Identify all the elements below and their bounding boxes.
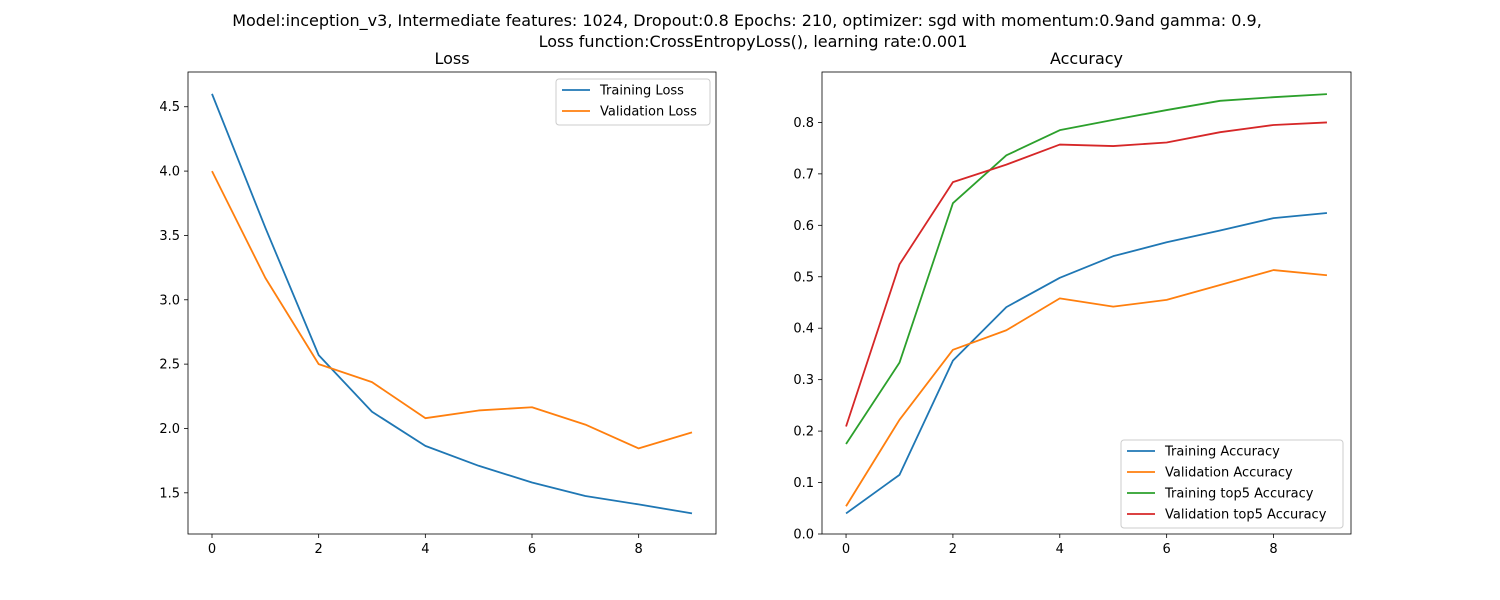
loss-legend: Training Loss Validation Loss: [555, 78, 711, 126]
accuracy-y-tick-label: 0.0: [793, 528, 814, 543]
accuracy-x-tick-label: 4: [1056, 542, 1064, 557]
loss-series-line-1: [211, 170, 693, 450]
accuracy-y-tick-label: 0.3: [793, 373, 814, 388]
loss-y-tick-label: 3.5: [159, 229, 180, 244]
loss-x-tick-label: 8: [635, 542, 643, 557]
loss-y-tick-label: 4.5: [159, 100, 180, 115]
accuracy-legend-label: Training top5 Accuracy: [1164, 487, 1314, 502]
loss-y-tick-label: 1.5: [159, 486, 180, 501]
figure-suptitle-line2: Loss function:CrossEntropyLoss(), learni…: [539, 32, 968, 51]
accuracy-y-tick-label: 0.1: [793, 476, 814, 491]
accuracy-x-tick-label: 8: [1269, 542, 1277, 557]
loss-y-tick-label: 2.5: [159, 358, 180, 373]
loss-y-tick-label: 2.0: [159, 422, 180, 437]
accuracy-y-tick-label: 0.2: [793, 425, 814, 440]
accuracy-series-line-2: [845, 93, 1328, 445]
loss-x-tick-label: 4: [421, 542, 429, 557]
figure-suptitle-line1: Model:inception_v3, Intermediate feature…: [232, 11, 1262, 31]
accuracy-x-tick-label: 6: [1163, 542, 1171, 557]
accuracy-legend-label: Validation Accuracy: [1165, 466, 1293, 481]
loss-legend-box: [555, 78, 711, 126]
accuracy-chart-title: Accuracy: [1050, 49, 1123, 68]
accuracy-axes-frame: [821, 71, 1352, 535]
accuracy-series-line-0: [845, 212, 1328, 515]
loss-legend-label: Validation Loss: [600, 105, 697, 120]
accuracy-x-tick-label: 2: [949, 542, 957, 557]
accuracy-y-tick-label: 0.6: [793, 219, 814, 234]
loss-x-tick-label: 6: [528, 542, 536, 557]
loss-y-tick-label: 3.0: [159, 293, 180, 308]
accuracy-legend-label: Validation top5 Accuracy: [1165, 508, 1327, 523]
loss-x-tick-label: 2: [315, 542, 323, 557]
loss-legend-label: Training Loss: [599, 84, 684, 99]
accuracy-legend-label: Training Accuracy: [1164, 445, 1280, 460]
accuracy-series-line-1: [845, 269, 1328, 507]
loss-chart-title: Loss: [434, 49, 469, 68]
accuracy-y-tick-label: 0.8: [793, 116, 814, 131]
accuracy-y-tick-label: 0.5: [793, 270, 814, 285]
loss-axes-frame: [187, 71, 717, 535]
accuracy-y-tick-label: 0.7: [793, 167, 814, 182]
accuracy-chart: Accuracy 0 2 4 6 8 0.0 0.1 0.2 0.3 0.4 0.5 0.6 0.7 0.8…: [793, 49, 1352, 557]
accuracy-y-tick-label: 0.4: [793, 322, 814, 337]
loss-y-tick-label: 4.0: [159, 165, 180, 180]
accuracy-series-line-3: [845, 121, 1327, 427]
loss-chart: Loss 0 2 4 6 8 1.5 2.0 2.5 3.0 3.5 4.0 4.5 Training L…: [159, 49, 717, 557]
accuracy-legend-box: [1120, 439, 1344, 529]
accuracy-x-tick-label: 0: [842, 542, 850, 557]
loss-x-tick-label: 0: [208, 542, 216, 557]
accuracy-legend: Training Accuracy Validation Accuracy Trai…: [1120, 439, 1344, 529]
loss-series-line-0: [211, 93, 693, 515]
